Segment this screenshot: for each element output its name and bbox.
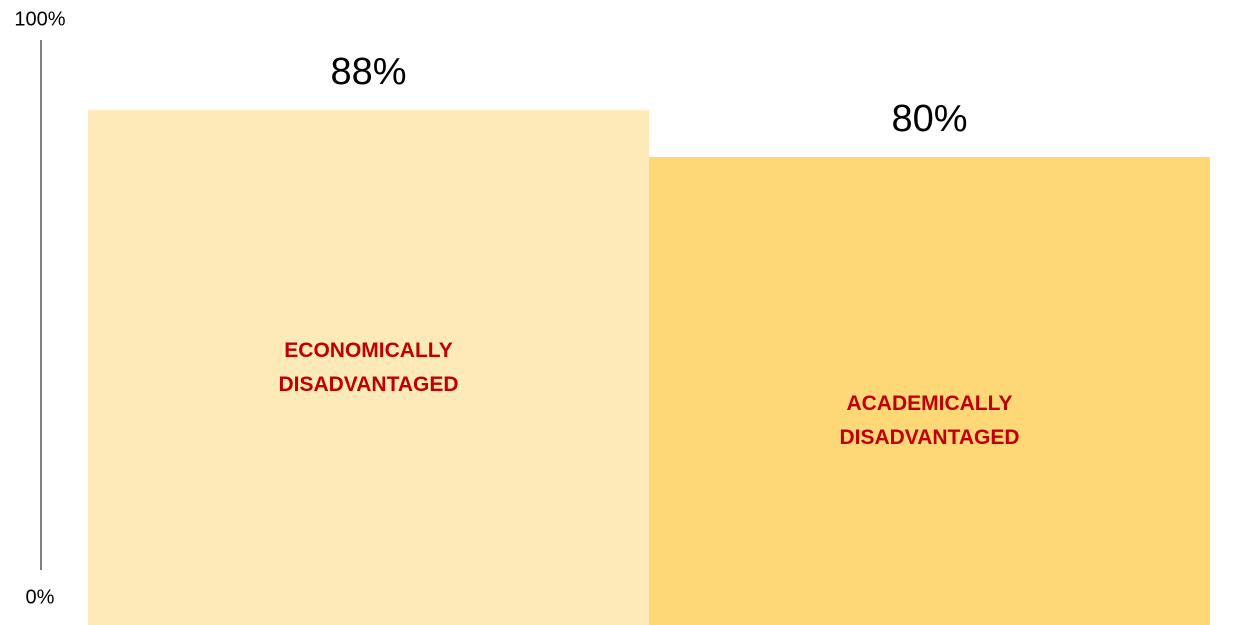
category-label: ACADEMICALLY DISADVANTAGED (839, 392, 1020, 449)
bar (88, 110, 649, 625)
value-label: 80% (891, 98, 967, 140)
y-tick-label: 0% (26, 586, 55, 608)
category-label: ECONOMICALLY DISADVANTAGED (278, 338, 459, 396)
bar (649, 157, 1210, 625)
y-tick-label: 100% (14, 8, 65, 30)
value-label: 88% (330, 51, 406, 93)
